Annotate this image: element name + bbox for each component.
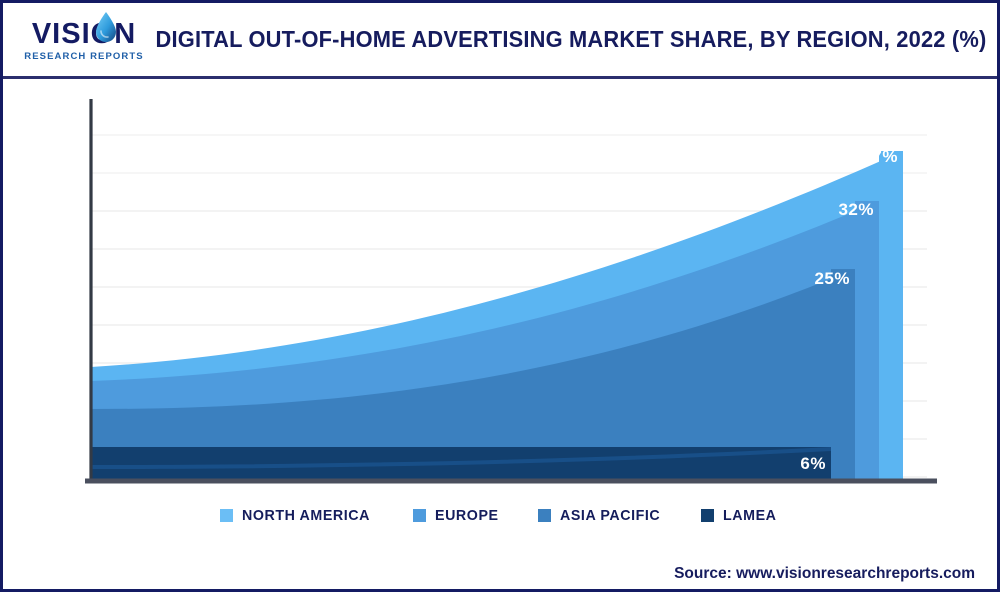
legend-label-lamea: LAMEA [723, 507, 777, 524]
legend-label-europe: EUROPE [434, 507, 499, 524]
legend-item-lamea[interactable]: LAMEA [701, 507, 779, 524]
plot-svg: 37% 32% 25% 6% [85, 99, 937, 484]
chart-legend: NORTH AMERICA EUROPE ASIA PACIFIC LAMEA [3, 507, 997, 524]
legend-label-asia-pacific: ASIA PACIFIC [559, 507, 661, 524]
gridlines-upper [91, 134, 927, 174]
legend-swatch-asia-pacific [537, 509, 551, 522]
logo-wordmark-text: VISION [31, 18, 137, 51]
legend-item-north-america[interactable]: NORTH AMERICA [220, 507, 377, 524]
edge-facet-north-america [879, 151, 903, 479]
chart-container: 37% 32% 25% 6% NORTH AMERICA EUROPE ASIA… [3, 79, 997, 589]
water-drop-icon [95, 12, 116, 43]
area-asia-pacific [91, 269, 855, 479]
legend-label-north-america: NORTH AMERICA [242, 507, 371, 524]
data-label-europe: 32% [838, 200, 874, 219]
edge-facet-asia-pacific [831, 269, 855, 479]
stacked-area-plot: 37% 32% 25% 6% [3, 79, 997, 499]
logo-wordmark: VISION [31, 12, 137, 51]
source-attribution: Source: www.visionresearchreports.com [674, 565, 975, 582]
data-label-lamea: 6% [800, 454, 826, 473]
data-label-north-america: 37% [862, 147, 898, 166]
chart-title: DIGITAL OUT-OF-HOME ADVERTISING MARKET S… [155, 26, 987, 52]
legend-swatch-europe [412, 509, 426, 522]
edge-facet-europe [855, 201, 879, 479]
logo-subtitle: RESEARCH REPORTS [24, 51, 144, 63]
legend-swatch-lamea [701, 509, 715, 522]
lamea-highlight [91, 447, 831, 469]
vision-research-reports-logo: VISION RESEARCH REPORTS [20, 12, 148, 67]
legend-item-europe[interactable]: EUROPE [412, 507, 502, 524]
header-bar: VISION RESEARCH REPORTS DIGITAL OUT-OF-H… [3, 3, 997, 79]
data-label-asia-pacific: 25% [814, 269, 850, 288]
legend-swatch-north-america [220, 509, 234, 522]
legend-item-asia-pacific[interactable]: ASIA PACIFIC [537, 507, 666, 524]
